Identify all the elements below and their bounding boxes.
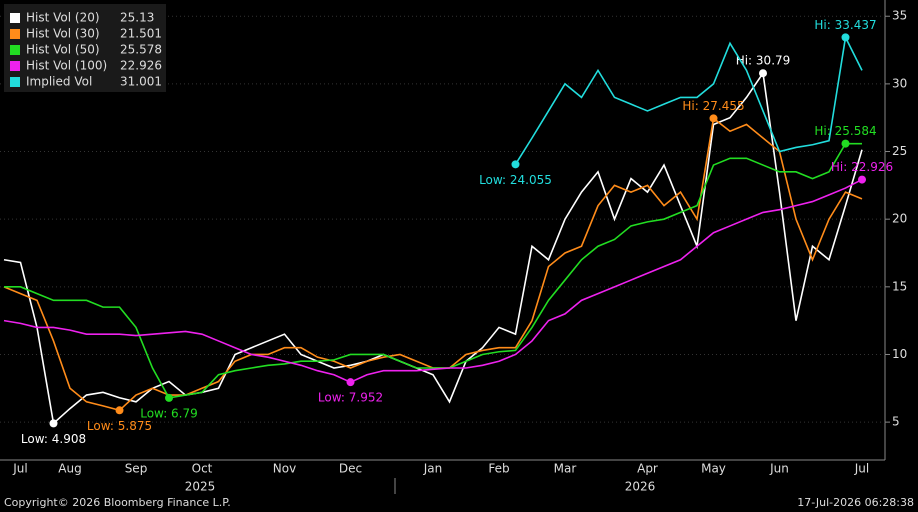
x-tick-label: Apr bbox=[637, 462, 658, 476]
extreme-label: Hi: 27.455 bbox=[682, 99, 744, 113]
x-tick-label: Feb bbox=[488, 462, 509, 476]
extreme-label: Hi: 30.79 bbox=[736, 54, 791, 68]
series-line bbox=[514, 34, 863, 165]
y-tick-label: 15 bbox=[892, 279, 907, 293]
series-line bbox=[3, 116, 863, 412]
legend-name: Hist Vol (30) bbox=[26, 27, 100, 41]
extreme-label: Hi: 22.926 bbox=[831, 160, 893, 174]
extreme-marker bbox=[49, 419, 58, 428]
legend-box bbox=[4, 4, 166, 92]
series-line bbox=[3, 71, 863, 425]
legend-value: 21.501 bbox=[120, 27, 162, 41]
legend-value: 22.926 bbox=[120, 59, 162, 73]
x-tick-label: Jul bbox=[12, 462, 27, 476]
x-tick-label: May bbox=[701, 462, 726, 476]
extreme-label: Low: 7.952 bbox=[318, 391, 383, 405]
legend-swatch bbox=[10, 29, 20, 39]
x-tick-label: Jun bbox=[769, 462, 789, 476]
y-tick-label: 5 bbox=[892, 415, 900, 429]
x-tick-label: Nov bbox=[273, 462, 296, 476]
x-tick-label: Jul bbox=[854, 462, 869, 476]
legend-name: Hist Vol (50) bbox=[26, 43, 100, 57]
extreme-label: Hi: 25.584 bbox=[814, 124, 876, 138]
extreme-marker bbox=[841, 33, 850, 42]
x-tick-label: Mar bbox=[554, 462, 577, 476]
x-tick-label: Sep bbox=[125, 462, 148, 476]
extreme-marker bbox=[841, 139, 850, 148]
series-line bbox=[4, 142, 863, 399]
footer-right: 17-Jul-2026 06:28:38 bbox=[797, 496, 914, 509]
extreme-label: Low: 6.79 bbox=[140, 406, 198, 420]
year-label: 2026 bbox=[625, 480, 656, 494]
legend-name: Implied Vol bbox=[26, 75, 92, 89]
extreme-marker bbox=[165, 393, 173, 402]
extreme-marker bbox=[709, 114, 718, 123]
y-tick-label: 20 bbox=[892, 212, 907, 226]
legend-swatch bbox=[10, 77, 20, 87]
series-line bbox=[3, 178, 863, 384]
x-tick-label: Oct bbox=[192, 462, 213, 476]
year-label: 2025 bbox=[185, 480, 216, 494]
extreme-marker bbox=[759, 69, 767, 78]
footer-left: Copyright© 2026 Bloomberg Finance L.P. bbox=[4, 496, 231, 509]
extreme-label: Low: 4.908 bbox=[21, 432, 86, 446]
legend-swatch bbox=[10, 13, 20, 23]
extreme-label: Low: 5.875 bbox=[87, 419, 152, 433]
extreme-label: Low: 24.055 bbox=[479, 173, 552, 187]
extreme-marker bbox=[115, 406, 124, 415]
extreme-marker bbox=[346, 378, 355, 387]
legend-name: Hist Vol (100) bbox=[26, 59, 107, 73]
x-tick-label: Jan bbox=[423, 462, 443, 476]
extreme-marker bbox=[511, 160, 520, 169]
extreme-marker bbox=[858, 175, 866, 184]
y-tick-label: 25 bbox=[892, 144, 907, 158]
legend-value: 25.578 bbox=[120, 43, 162, 57]
legend-value: 31.001 bbox=[120, 75, 162, 89]
legend-swatch bbox=[10, 45, 20, 55]
legend-swatch bbox=[10, 61, 20, 71]
y-tick-label: 10 bbox=[892, 347, 907, 361]
y-tick-label: 30 bbox=[892, 76, 907, 90]
legend-name: Hist Vol (20) bbox=[26, 11, 100, 25]
x-tick-label: Aug bbox=[58, 462, 81, 476]
legend-value: 25.13 bbox=[120, 11, 154, 25]
x-tick-label: Dec bbox=[339, 462, 362, 476]
extreme-label: Hi: 33.437 bbox=[814, 18, 876, 32]
y-tick-label: 35 bbox=[892, 9, 907, 23]
